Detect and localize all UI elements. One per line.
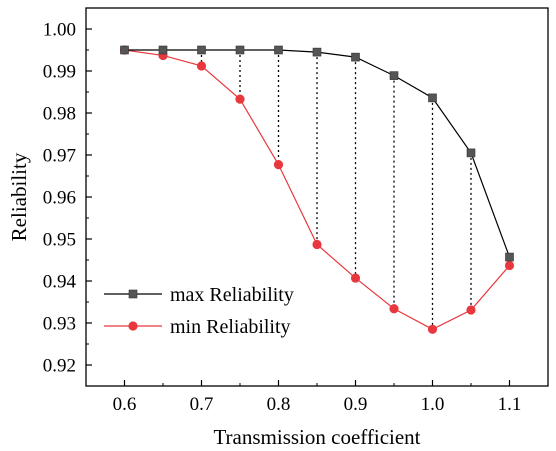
data-point-min [273, 160, 284, 170]
x-axis: 0.6 0.7 0.8 0.9 1.0 1.1 [113, 380, 522, 415]
y-tick-label: 1.00 [43, 20, 76, 41]
data-point-min [389, 304, 399, 314]
data-point-min [350, 273, 361, 283]
legend-marker-min [128, 321, 138, 331]
data-point-max [120, 45, 129, 55]
y-tick-label: 0.95 [43, 230, 76, 251]
y-tick-label: 0.92 [43, 356, 76, 377]
y-tick-label: 0.93 [43, 314, 76, 335]
y-axis: 0.92 0.93 0.94 0.95 0.96 0.97 0.98 0.99 1.00 [43, 20, 92, 377]
connector-lines [162, 50, 511, 330]
x-axis-label: Transmission coefficient [213, 425, 420, 449]
y-tick-label: 0.98 [43, 104, 76, 125]
data-point-max [312, 47, 322, 57]
x-tick-label: 0.8 [267, 394, 291, 415]
data-point-min [196, 61, 207, 71]
data-point-max [428, 93, 437, 103]
data-point-min [427, 324, 438, 334]
legend: max Reliability min Reliability [104, 284, 294, 338]
x-tick-label: 0.6 [113, 394, 137, 415]
y-tick-label: 0.99 [43, 62, 76, 83]
y-axis-label: Reliability [7, 152, 31, 241]
legend-label-0: max Reliability [170, 284, 294, 306]
data-point-min [312, 239, 322, 250]
data-point-max [197, 45, 206, 55]
data-point-max [389, 71, 399, 80]
y-tick-label: 0.97 [43, 146, 76, 167]
data-point-max [235, 45, 245, 55]
x-tick-label: 0.7 [190, 394, 214, 415]
x-tick-label: 1.1 [498, 394, 522, 415]
data-point-max [466, 148, 476, 158]
y-tick-label: 0.96 [43, 188, 76, 209]
data-point-min [504, 260, 515, 271]
x-tick-label: 1.0 [421, 394, 445, 415]
data-point-max [274, 45, 283, 55]
data-point-min [235, 94, 245, 104]
data-point-max [351, 52, 360, 62]
legend-marker-max [128, 289, 138, 299]
x-tick-label: 0.9 [344, 394, 368, 415]
data-point-max [505, 252, 514, 262]
data-point-min [466, 305, 476, 315]
data-point-max [158, 45, 168, 55]
series-layer [119, 45, 515, 334]
plot-frame [85, 7, 549, 387]
legend-label-1: min Reliability [170, 316, 291, 338]
y-tick-label: 0.94 [43, 272, 77, 293]
